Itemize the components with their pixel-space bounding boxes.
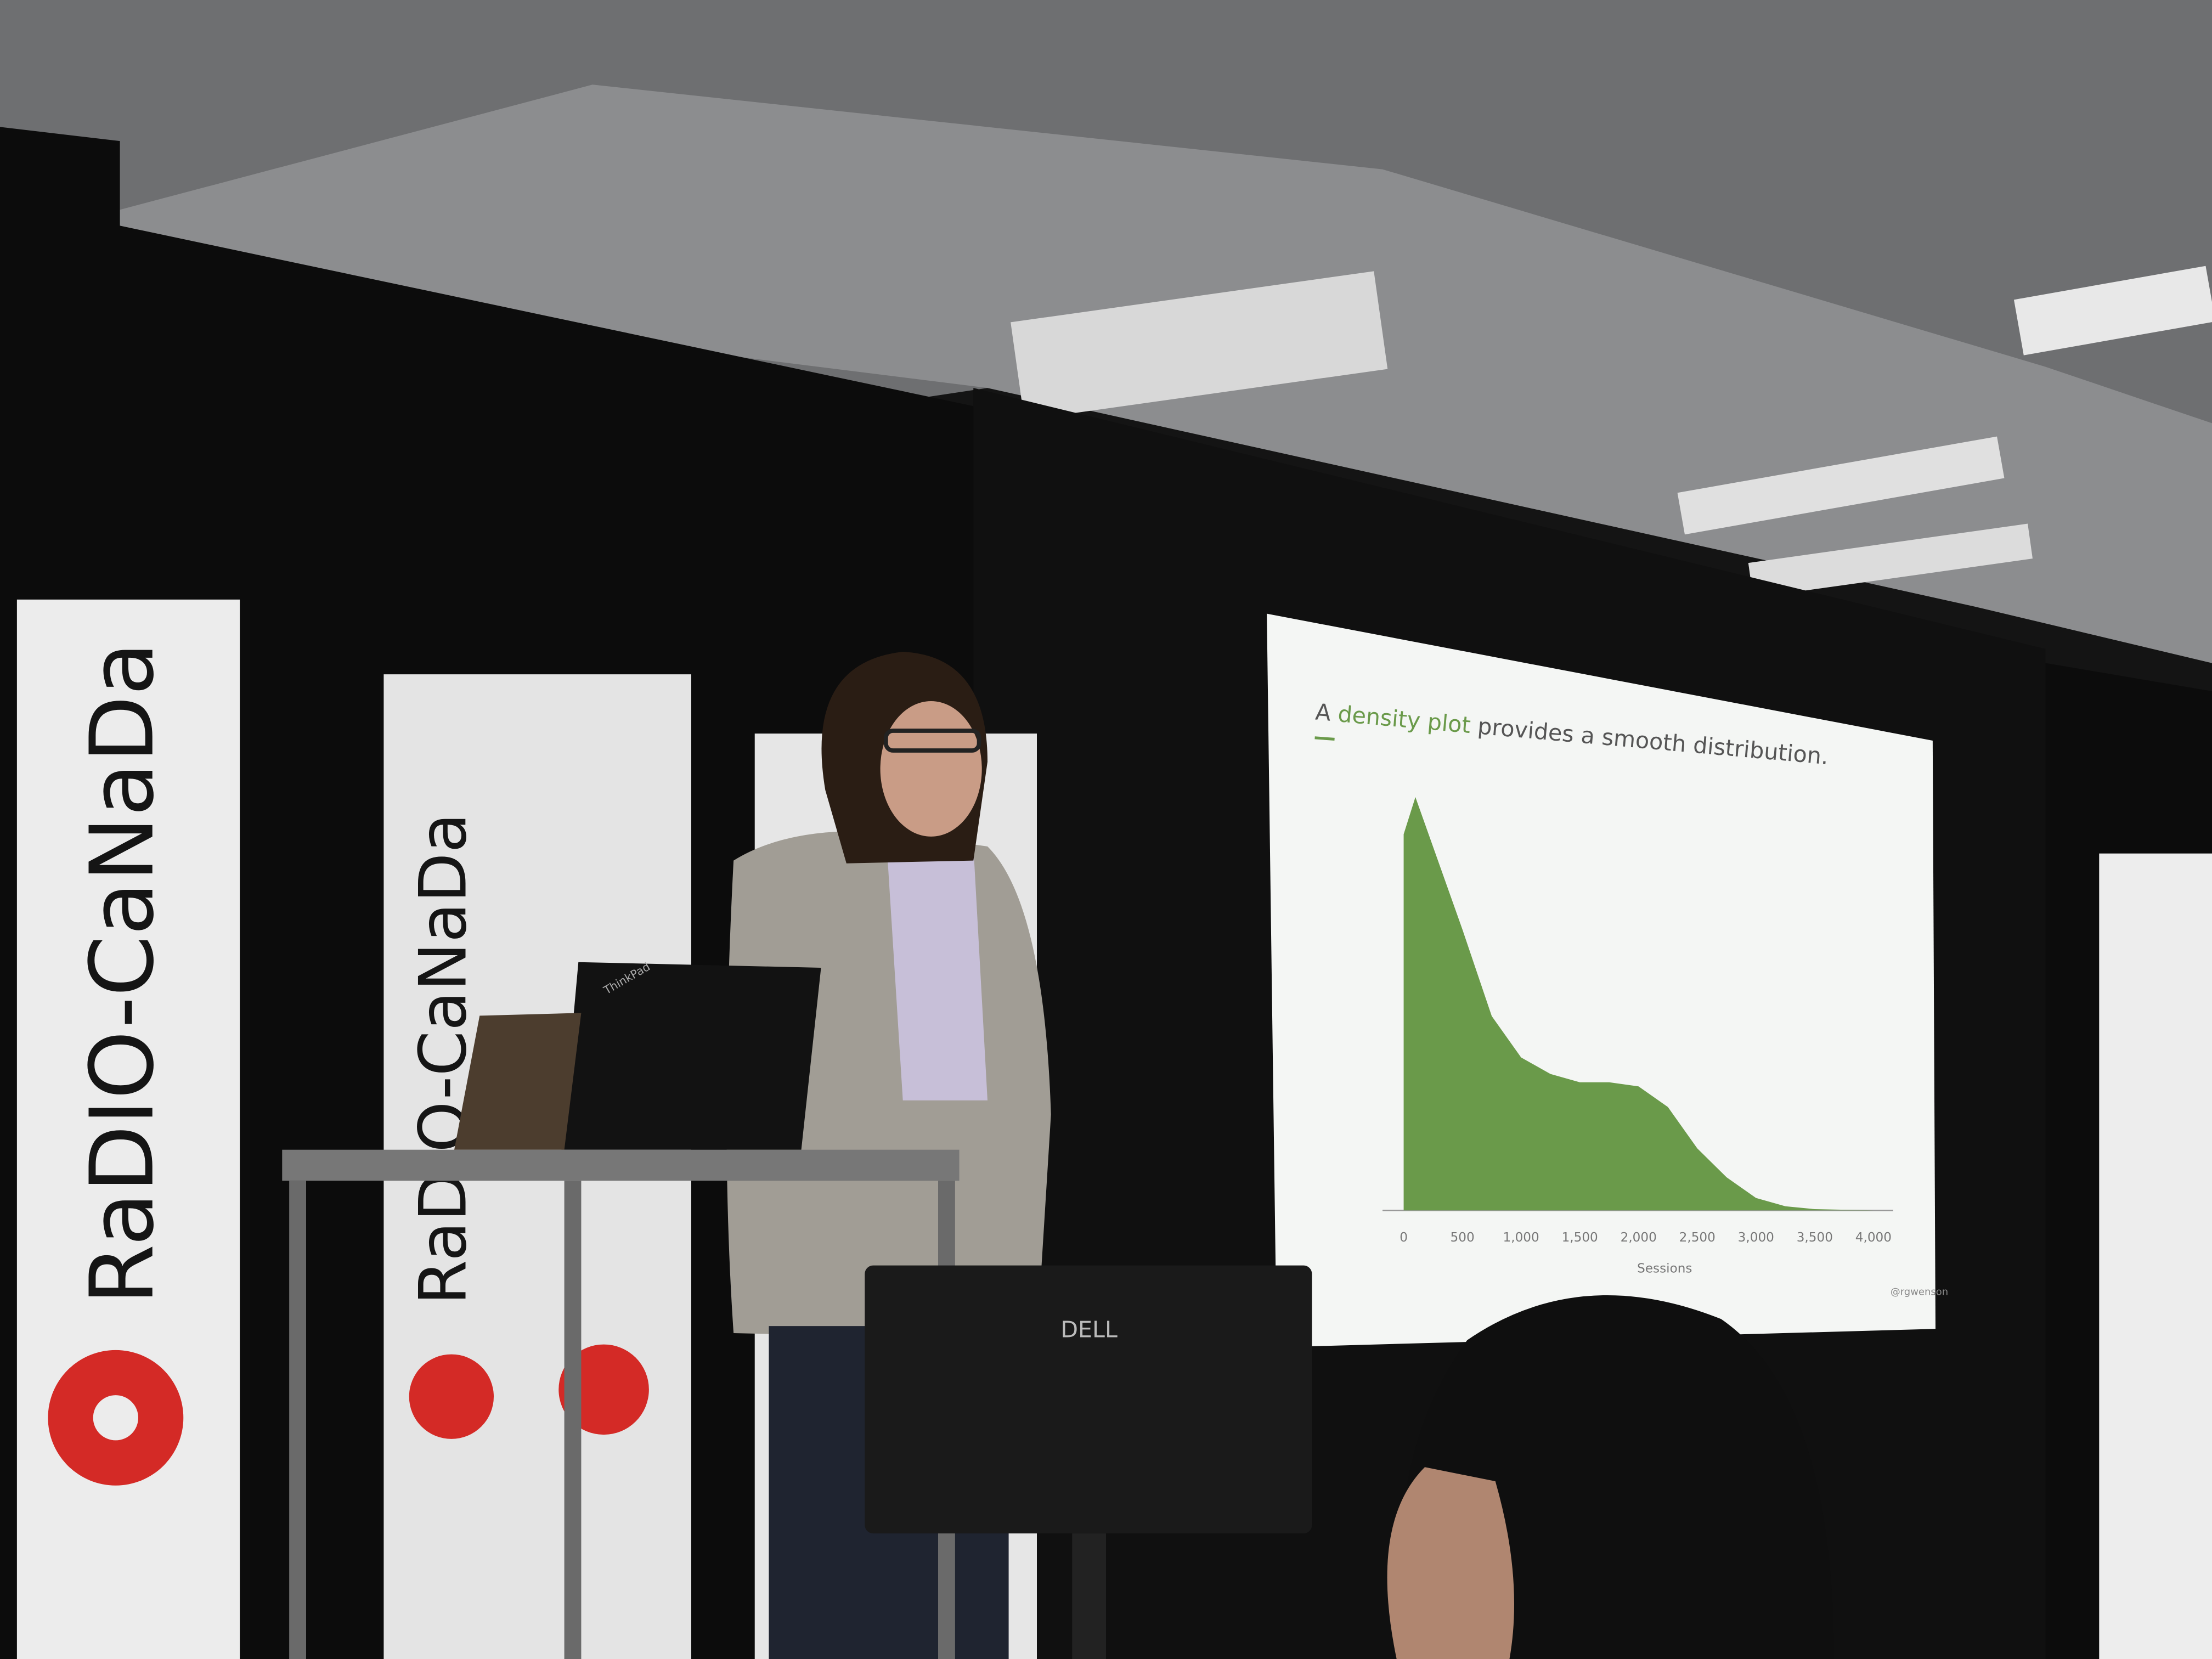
logo-center [93,1395,138,1441]
chart: Sessions 0 500 1,000 1,500 2,000 2,500 3,000 3,… [1383,797,1893,1276]
x-tick-label: 3,000 [1738,1231,1774,1245]
laptop [561,962,821,1150]
shirt [885,832,988,1101]
logo [409,1354,494,1439]
x-tick-label: 1,500 [1562,1231,1598,1245]
lectern-leg [564,1181,582,1659]
x-tick-label: 3,500 [1797,1231,1833,1245]
ceiling-light [1011,271,1388,420]
x-tick-label: 2,000 [1621,1231,1657,1245]
monitor-stand [1072,1533,1106,1659]
title-text: A [1314,699,1339,727]
monitor [865,1265,1312,1534]
signage-text: RaDIO-CaNaDa [71,642,173,1305]
x-tick-label: 500 [1451,1231,1475,1245]
ceiling-light [1748,523,2033,598]
x-tick-label: 2,500 [1679,1231,1716,1245]
x-tick-label: 0 [1400,1231,1408,1245]
face [880,701,982,837]
monitor-brand: DELL [1060,1317,1118,1343]
lectern-top [282,1149,960,1181]
slide-handle: @rgwenson [1891,1286,1949,1298]
x-axis-label: Sessions [1637,1261,1692,1276]
lectern-leg [289,1181,306,1659]
ceiling-light [1677,436,2005,535]
side-wall [2099,853,2212,1659]
x-tick-label: 4,000 [1855,1231,1892,1245]
signage-text: RaDIO-CaNaDa [405,813,481,1305]
glasses [884,729,981,753]
density-area [1403,797,1874,1211]
title-rule [1314,736,1335,741]
audience-face [1387,1467,1514,1659]
stickered-laptop [454,1013,582,1150]
x-tick-label: 1,000 [1503,1231,1539,1245]
ceiling-light [2013,266,2212,356]
